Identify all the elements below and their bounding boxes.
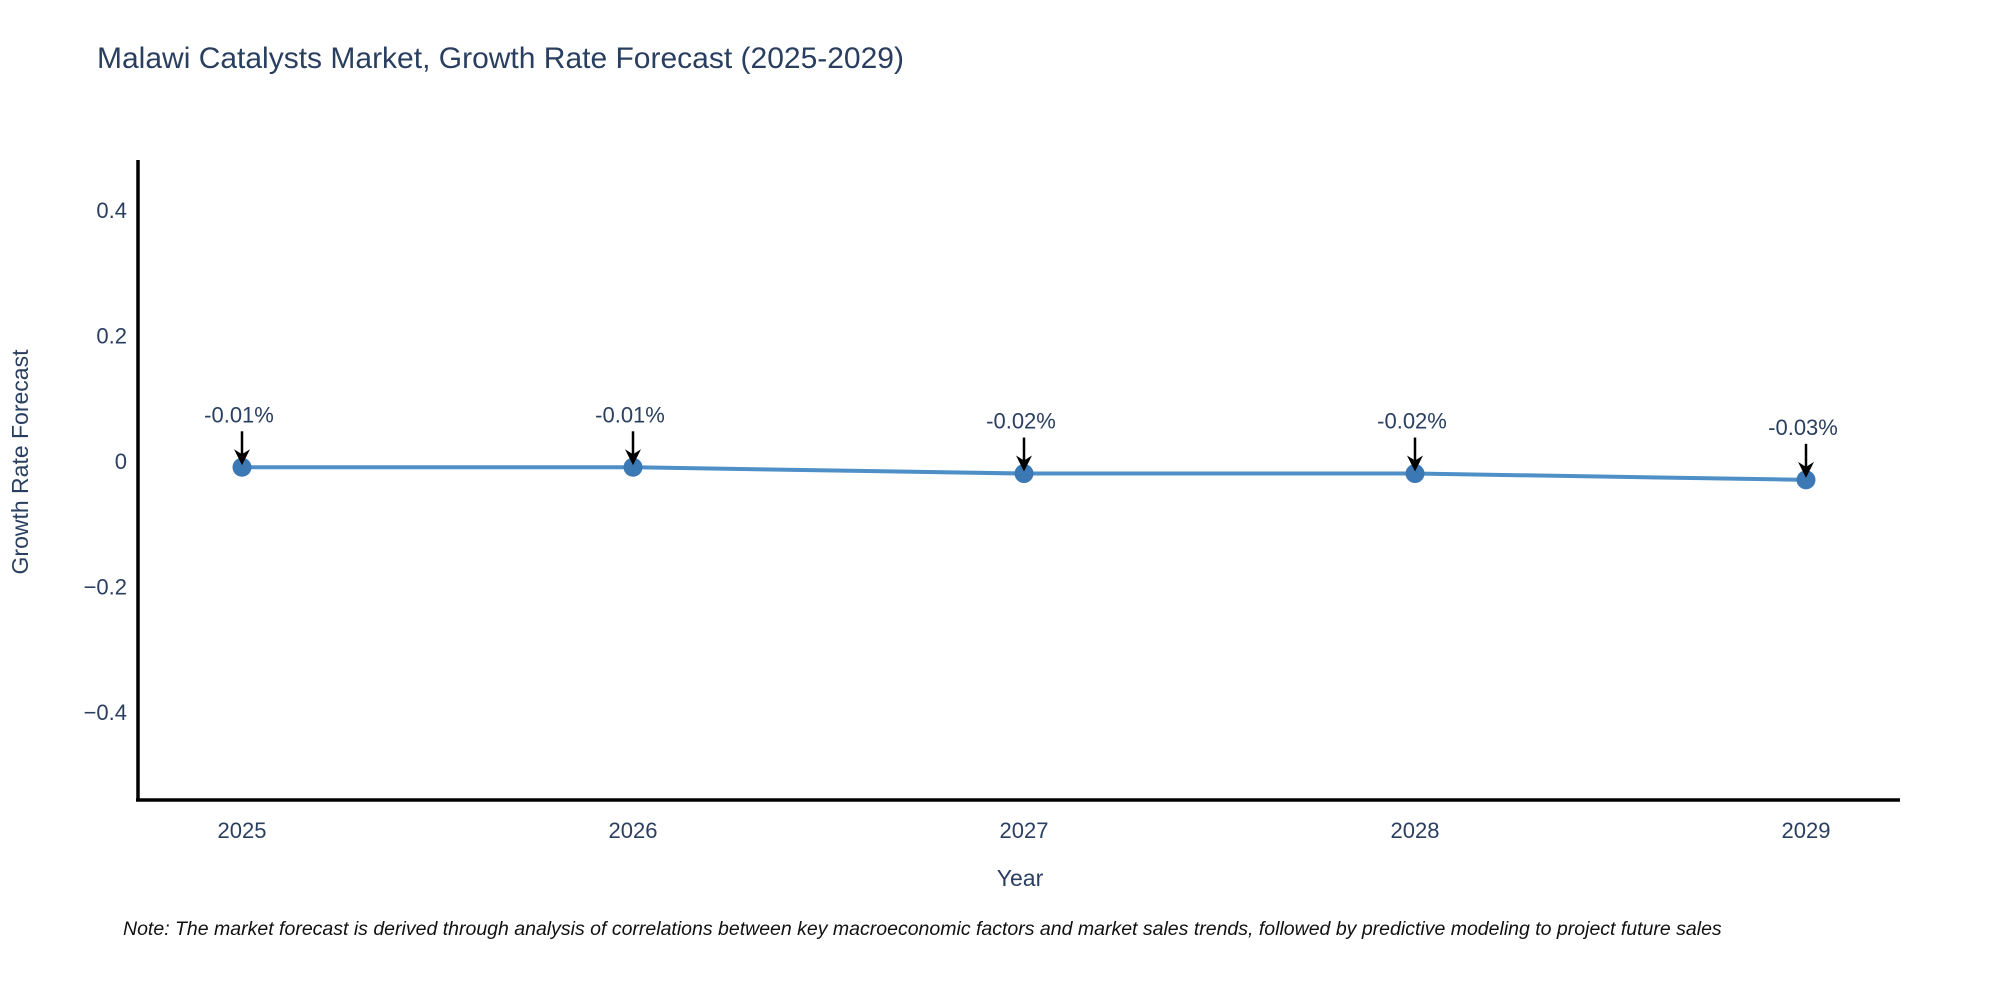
chart-footnote: Note: The market forecast is derived thr… (123, 918, 1722, 940)
annotation-label: -0.03% (1768, 415, 1838, 440)
x-tick-label: 2027 (1000, 818, 1049, 843)
y-tick-labels: 0.4 0.2 0 −0.2 −0.4 (84, 198, 127, 725)
annotation-arrowhead (625, 449, 641, 466)
data-point (623, 457, 643, 477)
y-tick-label: 0 (115, 449, 127, 474)
annotation-arrowhead (1016, 455, 1032, 472)
y-tick-label: −0.4 (84, 700, 127, 725)
annotation-label: -0.01% (204, 402, 274, 427)
x-tick-label: 2029 (1782, 818, 1831, 843)
annotation-label: -0.01% (595, 402, 665, 427)
y-tick-label: 0.4 (96, 198, 127, 223)
y-tick-label: −0.2 (84, 575, 127, 600)
x-tick-label: 2028 (1391, 818, 1440, 843)
data-series (232, 457, 1816, 490)
data-point (232, 457, 252, 477)
y-tick-label: 0.2 (96, 324, 127, 349)
x-tick-label: 2025 (218, 818, 267, 843)
y-axis-title: Growth Rate Forecast (7, 349, 33, 575)
data-point (1014, 464, 1034, 484)
chart-title: Malawi Catalysts Market, Growth Rate For… (97, 42, 904, 75)
annotation-arrowhead (234, 449, 250, 466)
data-point (1796, 470, 1816, 490)
annotation-arrowhead (1798, 461, 1814, 478)
x-tick-labels: 2025 2026 2027 2028 2029 (218, 818, 1831, 843)
x-tick-label: 2026 (609, 818, 658, 843)
annotation-label: -0.02% (1377, 409, 1447, 434)
annotations: -0.01% -0.01% -0.02% -0.02% -0.03% (204, 402, 1838, 478)
x-axis-title: Year (997, 865, 1044, 891)
annotation-arrowhead (1407, 455, 1423, 472)
data-point (1405, 464, 1425, 484)
annotation-label: -0.02% (986, 409, 1056, 434)
